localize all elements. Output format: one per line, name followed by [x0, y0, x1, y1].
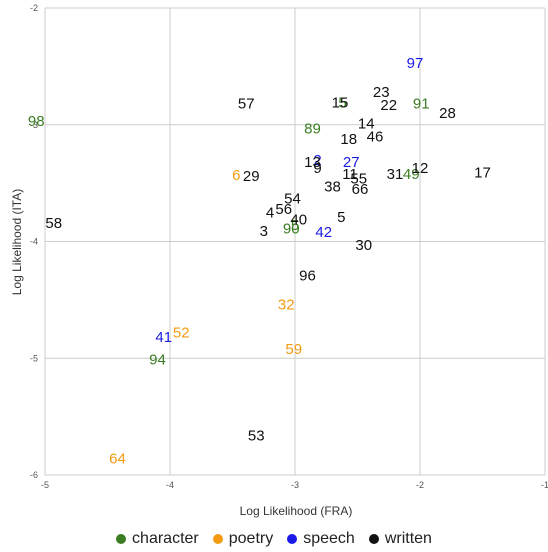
x-tick-label: -1 [541, 480, 548, 490]
x-tick-label: -2 [416, 480, 424, 490]
data-point-character: 5 [338, 95, 346, 112]
data-point-written: 3 [260, 223, 268, 240]
data-point-speech: 27 [343, 154, 360, 171]
data-point-written: 14 [358, 116, 375, 133]
axis-ticks: -5 -4 -3 -2 -1-2-3-4-5-6 [30, 3, 548, 490]
data-point-poetry: 64 [109, 451, 126, 468]
data-point-character: 94 [149, 351, 166, 368]
data-point-written: 17 [474, 165, 491, 182]
data-point-written: 9 [313, 160, 321, 177]
data-point-written: 38 [324, 179, 341, 196]
x-axis-label: Log Likelihood (FRA) [240, 504, 353, 518]
legend-label: character [132, 530, 199, 547]
data-point-written: 29 [243, 168, 260, 185]
data-point-written: 4 [266, 204, 274, 221]
legend-item-written: written [368, 530, 432, 548]
legend-label: written [384, 530, 432, 547]
y-tick-label: -6 [30, 470, 38, 480]
chart-plot-area: -5 -4 -3 -2 -1-2-3-4-5-6 98 89914990945563252… [10, 3, 548, 518]
data-point-written: 31 [387, 166, 404, 183]
y-tick-label: -2 [30, 3, 38, 13]
data-point-written: 57 [238, 96, 255, 113]
legend-item-speech: speech [287, 530, 355, 548]
data-point-character: 90 [283, 221, 300, 238]
data-point-character: 98 [28, 113, 45, 130]
data-point-speech: 41 [155, 329, 172, 346]
y-tick-label: -5 [30, 353, 38, 363]
data-point-poetry: 52 [173, 325, 190, 342]
legend-item-poetry: poetry [212, 530, 274, 548]
data-point-poetry: 6 [232, 167, 240, 184]
data-point-written: 53 [248, 427, 265, 444]
data-point-speech: 2 [313, 152, 321, 169]
y-tick-label: -4 [30, 237, 38, 247]
data-point-speech: 97 [407, 55, 424, 72]
grid-lines [44, 7, 546, 476]
data-point-written: 11 [342, 166, 358, 183]
data-point-written: 40 [290, 211, 307, 228]
data-point-written: 12 [412, 160, 429, 177]
data-point-written: 46 [367, 128, 384, 145]
data-point-written: 96 [299, 267, 316, 284]
data-point-character: 91 [413, 96, 430, 113]
data-point-written: 18 [340, 131, 357, 148]
data-point-character: 89 [304, 120, 321, 137]
x-tick-label: -5 [41, 480, 49, 490]
legend-marker-icon [116, 533, 127, 544]
y-axis-label: Log Likelihood (ITA) [10, 189, 24, 296]
x-tick-label: -3 [291, 480, 299, 490]
data-point-written: 55 [350, 170, 367, 187]
data-point-written: 5 [337, 209, 345, 226]
legend-marker-icon [212, 533, 223, 544]
data-point-written: 54 [284, 190, 301, 207]
x-tick-label: -4 [166, 480, 174, 490]
legend-marker-icon [287, 533, 298, 544]
data-point-written: 58 [45, 215, 62, 232]
data-point-written: 15 [332, 95, 349, 112]
data-point-poetry: 32 [278, 297, 295, 314]
y-tick-label: -3 [30, 120, 38, 130]
data-point-poetry: 59 [285, 341, 302, 358]
data-point-speech: 42 [315, 224, 332, 241]
data-point-character: 5 [291, 217, 299, 234]
legend-item-character: character [116, 530, 199, 548]
data-point-character: 49 [403, 166, 420, 183]
data-point-written: 66 [352, 181, 369, 198]
data-point-written: 30 [355, 237, 372, 254]
data-point-written: 56 [275, 201, 292, 218]
chart-legend: character poetry speech written [0, 530, 548, 548]
data-point-written: 22 [380, 97, 397, 114]
legend-label: poetry [228, 530, 274, 547]
legend-marker-icon [368, 533, 379, 544]
data-point-written: 13 [304, 154, 321, 171]
data-point-written: 28 [439, 105, 456, 122]
legend-label: speech [303, 530, 355, 547]
data-point-written: 23 [373, 84, 390, 101]
